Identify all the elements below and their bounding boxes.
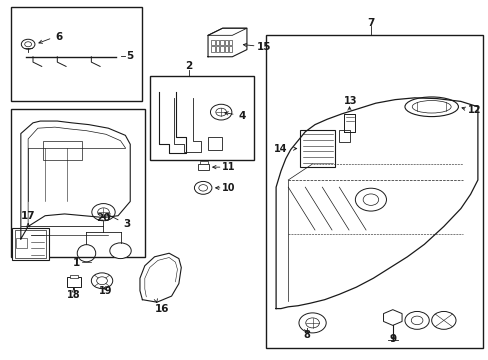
Circle shape	[298, 313, 325, 333]
Bar	[149, 76, 254, 160]
Circle shape	[404, 311, 428, 329]
Circle shape	[91, 273, 113, 289]
Text: 13: 13	[343, 96, 357, 106]
Bar	[266, 35, 482, 348]
Text: 14: 14	[273, 144, 287, 154]
Bar	[211, 46, 214, 52]
Circle shape	[431, 311, 455, 329]
Text: 1: 1	[73, 258, 80, 268]
Bar	[207, 137, 221, 150]
Bar	[215, 40, 219, 45]
Text: 9: 9	[388, 334, 396, 344]
Text: 17: 17	[21, 211, 35, 221]
Bar	[228, 46, 232, 52]
Circle shape	[97, 277, 107, 285]
Text: 7: 7	[366, 18, 374, 28]
Text: 15: 15	[256, 42, 271, 52]
Circle shape	[199, 185, 207, 191]
Text: 19: 19	[99, 287, 112, 296]
Bar	[67, 277, 81, 287]
Text: 16: 16	[154, 303, 169, 314]
Bar	[15, 230, 45, 258]
Bar	[11, 7, 142, 102]
Bar	[300, 130, 335, 167]
Bar	[215, 46, 219, 52]
Circle shape	[25, 42, 31, 47]
Circle shape	[410, 316, 422, 325]
Text: 3: 3	[123, 219, 130, 229]
Text: 18: 18	[67, 290, 81, 300]
Bar	[224, 40, 227, 45]
Bar	[220, 40, 223, 45]
Bar	[228, 40, 232, 45]
Bar	[70, 275, 78, 278]
Text: 5: 5	[126, 51, 134, 61]
Circle shape	[355, 188, 386, 211]
Bar	[224, 46, 227, 52]
Bar	[198, 164, 208, 170]
Circle shape	[92, 203, 115, 221]
Text: 20: 20	[96, 212, 110, 222]
Bar	[16, 238, 27, 248]
Text: 4: 4	[238, 111, 245, 121]
Bar	[220, 46, 223, 52]
Bar	[11, 109, 144, 257]
Circle shape	[215, 108, 226, 116]
Circle shape	[210, 104, 231, 120]
Bar	[200, 161, 207, 164]
Text: 6: 6	[55, 32, 62, 42]
Text: 11: 11	[222, 162, 235, 172]
Circle shape	[110, 243, 131, 258]
Text: 12: 12	[467, 105, 480, 115]
Bar	[12, 228, 48, 260]
Circle shape	[363, 194, 378, 205]
Text: 2: 2	[184, 62, 192, 71]
Bar	[211, 40, 214, 45]
Circle shape	[21, 39, 35, 49]
Text: 10: 10	[222, 183, 235, 193]
Circle shape	[194, 181, 211, 194]
Circle shape	[305, 318, 319, 328]
Bar	[339, 130, 349, 143]
Bar	[42, 141, 81, 160]
Circle shape	[98, 208, 109, 216]
Text: 8: 8	[303, 330, 310, 341]
